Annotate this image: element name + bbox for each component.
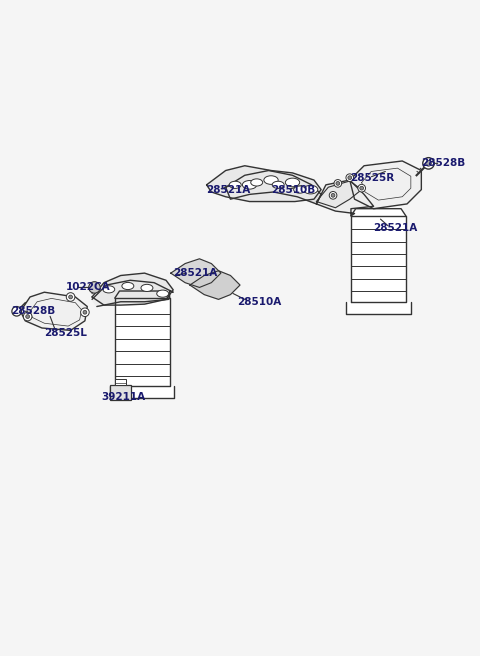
- Polygon shape: [115, 298, 169, 386]
- Circle shape: [423, 157, 434, 169]
- Text: 1022CA: 1022CA: [66, 283, 110, 293]
- Polygon shape: [316, 180, 373, 216]
- Polygon shape: [92, 280, 173, 306]
- Circle shape: [89, 281, 100, 293]
- Text: 28521A: 28521A: [206, 184, 251, 195]
- Polygon shape: [206, 166, 321, 201]
- Ellipse shape: [264, 176, 278, 184]
- Ellipse shape: [272, 181, 284, 188]
- Text: 28525R: 28525R: [350, 173, 394, 182]
- Ellipse shape: [141, 284, 153, 291]
- Circle shape: [12, 306, 22, 316]
- Ellipse shape: [251, 179, 263, 186]
- Circle shape: [346, 174, 354, 182]
- Text: 28510B: 28510B: [271, 184, 315, 195]
- Text: 28528B: 28528B: [11, 306, 55, 316]
- Polygon shape: [226, 171, 321, 204]
- Circle shape: [360, 186, 364, 190]
- Polygon shape: [351, 216, 406, 302]
- Polygon shape: [115, 291, 169, 298]
- Circle shape: [426, 161, 432, 166]
- Ellipse shape: [294, 186, 306, 193]
- Ellipse shape: [122, 283, 134, 289]
- Circle shape: [329, 192, 337, 199]
- Ellipse shape: [229, 181, 241, 188]
- Text: 28525L: 28525L: [44, 328, 87, 338]
- Circle shape: [24, 312, 32, 321]
- Polygon shape: [92, 273, 173, 305]
- Circle shape: [66, 293, 75, 301]
- Ellipse shape: [157, 290, 168, 297]
- Text: 28510A: 28510A: [238, 297, 282, 307]
- Circle shape: [81, 308, 89, 317]
- Polygon shape: [110, 386, 174, 398]
- Polygon shape: [350, 161, 421, 209]
- Circle shape: [69, 295, 72, 299]
- Polygon shape: [21, 292, 87, 331]
- Circle shape: [83, 310, 87, 314]
- Polygon shape: [346, 302, 410, 314]
- Ellipse shape: [242, 180, 257, 189]
- Text: 28528B: 28528B: [421, 158, 466, 169]
- Polygon shape: [171, 259, 221, 287]
- Circle shape: [348, 176, 352, 180]
- Ellipse shape: [103, 286, 115, 293]
- Ellipse shape: [303, 185, 318, 194]
- Text: 28521A: 28521A: [373, 223, 418, 233]
- FancyBboxPatch shape: [110, 385, 131, 400]
- Ellipse shape: [285, 178, 300, 187]
- Circle shape: [26, 315, 30, 318]
- FancyBboxPatch shape: [115, 379, 126, 385]
- Text: 28521A: 28521A: [173, 268, 217, 278]
- Text: 39211A: 39211A: [102, 392, 146, 402]
- Circle shape: [358, 184, 365, 192]
- Circle shape: [334, 180, 342, 187]
- Polygon shape: [316, 181, 362, 208]
- Polygon shape: [190, 271, 240, 299]
- Circle shape: [336, 182, 340, 185]
- Polygon shape: [351, 209, 406, 216]
- Circle shape: [331, 194, 335, 197]
